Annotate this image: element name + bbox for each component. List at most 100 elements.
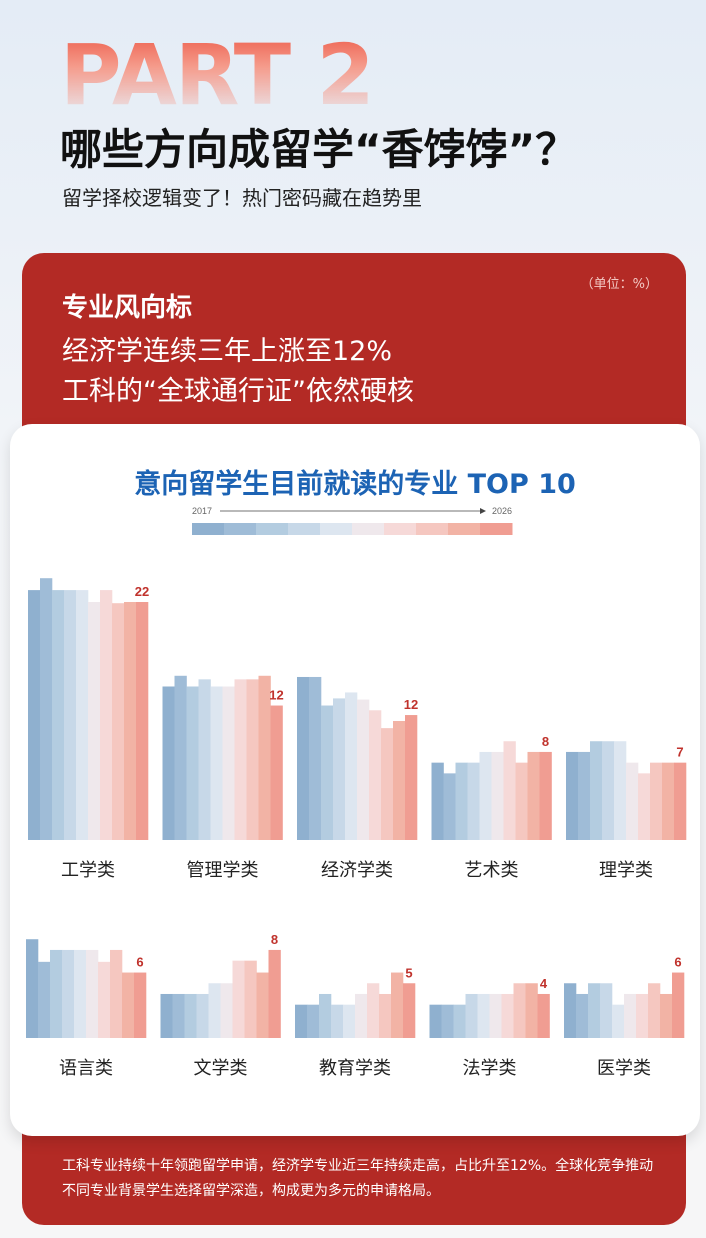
major-8-bar-2019 — [319, 993, 332, 1038]
major-8-bar-2021 — [343, 1004, 356, 1038]
major-3-bar-2018 — [309, 676, 322, 840]
major-9-bar-2024 — [513, 983, 526, 1038]
legend-swatch-2025 — [448, 523, 481, 535]
major-3-bar-2017 — [297, 676, 310, 840]
major-4-bar-2023 — [503, 741, 516, 840]
major-6-bar-2018 — [38, 961, 51, 1038]
major-1-bar-2018 — [40, 578, 53, 840]
major-4-bar-2024 — [515, 762, 528, 840]
major-8-bar-2022 — [355, 993, 368, 1038]
major-5-bar-2020 — [602, 741, 615, 840]
legend-start-label: 2017 — [192, 506, 212, 516]
major-7-category-label: 文学类 — [194, 1058, 248, 1079]
major-10-bar-2019 — [588, 983, 601, 1038]
major-5-bar-2017 — [566, 751, 579, 840]
legend-swatch-2022 — [352, 523, 385, 535]
major-6-bar-2021 — [74, 949, 87, 1038]
major-10-value-label: 6 — [674, 955, 681, 970]
major-4-bar-2020 — [467, 762, 480, 840]
major-7-value-label: 8 — [271, 932, 278, 947]
major-7-bar-2019 — [184, 993, 197, 1038]
major-3-value-label: 12 — [404, 697, 418, 712]
major-6-bar-2022 — [86, 949, 99, 1038]
major-2-bar-2026 — [270, 705, 283, 840]
major-9-bar-2023 — [501, 993, 514, 1038]
major-9-bar-2022 — [489, 993, 502, 1038]
major-7-bar-2017 — [160, 993, 173, 1038]
major-7-bar-2024 — [244, 960, 257, 1038]
major-bar-chart: 2017 2026 22 工学类 12 管理学类 12 经济学类 8 艺术类 7 理学类 6 语言类 8 文学… — [26, 506, 687, 1079]
major-10-bar-2022 — [624, 993, 637, 1038]
major-3-bar-2019 — [321, 705, 334, 840]
major-4-bar-2026 — [539, 751, 552, 840]
major-5-category-label: 理学类 — [599, 860, 653, 881]
footnote: 工科专业持续十年领跑留学申请，经济学专业近三年持续走高，占比升至12%。全球化竞… — [62, 1158, 654, 1199]
major-7-bar-2022 — [220, 983, 233, 1038]
major-3-bar-2024 — [381, 728, 394, 840]
major-3-bar-2020 — [333, 698, 346, 840]
major-5-value-label: 7 — [676, 745, 683, 760]
legend-arrow-head — [480, 508, 486, 514]
major-6-category-label: 语言类 — [59, 1058, 113, 1079]
legend-swatch-2021 — [320, 523, 353, 535]
card-line-engineering: 工科的“全球通行证”依然硬核 — [62, 376, 414, 407]
major-1-bar-2025 — [124, 602, 137, 840]
major-10-bar-2024 — [648, 983, 661, 1038]
major-8-bar-2026 — [403, 983, 416, 1038]
legend-end-label: 2026 — [492, 506, 512, 516]
unit-label: （单位：%） — [580, 277, 658, 292]
major-8-bar-2020 — [331, 1004, 344, 1038]
major-5-bar-2026 — [674, 762, 687, 840]
major-6-bar-2020 — [62, 949, 75, 1038]
major-7-bar-2020 — [196, 993, 209, 1038]
major-2-bar-2017 — [162, 686, 175, 840]
major-3-bar-2022 — [357, 699, 370, 840]
major-9-bar-2020 — [465, 993, 478, 1038]
legend-swatch-2017 — [192, 523, 225, 535]
major-4-bar-2021 — [479, 751, 492, 840]
major-9-bar-2019 — [453, 1004, 466, 1038]
major-8-value-label: 5 — [405, 965, 412, 980]
major-4-bar-2019 — [455, 762, 468, 840]
chart-panel: 意向留学生目前就读的专业 TOP 10 2017 2026 22 工学类 12 管理学类 1… — [10, 424, 700, 1136]
major-8-bar-2025 — [391, 972, 404, 1038]
part-title: PART 2 — [60, 26, 375, 124]
major-9-category-label: 法学类 — [463, 1058, 517, 1079]
major-5-bar-2021 — [614, 741, 627, 840]
major-2-bar-2022 — [222, 686, 235, 840]
major-2-bar-2023 — [234, 679, 247, 840]
major-5-bar-2018 — [578, 751, 591, 840]
legend-swatch-2026 — [480, 523, 513, 535]
major-5-bar-2024 — [650, 762, 663, 840]
major-2-category-label: 管理学类 — [187, 860, 259, 881]
major-7-bar-2026 — [268, 949, 281, 1038]
card-title: 专业风向标 — [62, 293, 193, 323]
headline: 哪些方向成留学“香饽饽”？ — [60, 125, 578, 174]
major-3-bar-2026 — [405, 715, 418, 840]
major-7-bar-2025 — [256, 972, 269, 1038]
major-4-bar-2017 — [431, 762, 444, 840]
major-8-bar-2024 — [379, 993, 392, 1038]
card-line-economics: 经济学连续三年上涨至12% — [62, 336, 393, 367]
legend-swatch-2018 — [224, 523, 257, 535]
major-1-category-label: 工学类 — [61, 860, 115, 881]
major-5-bar-2019 — [590, 741, 603, 840]
major-6-bar-2019 — [50, 949, 63, 1038]
major-2-bar-2025 — [258, 675, 271, 840]
major-2-bar-2024 — [246, 679, 259, 840]
major-8-bar-2023 — [367, 983, 380, 1038]
major-10-category-label: 医学类 — [597, 1058, 651, 1079]
major-7-bar-2021 — [208, 983, 221, 1038]
major-10-bar-2026 — [672, 972, 685, 1038]
major-5-bar-2023 — [638, 773, 651, 840]
major-10-bar-2023 — [636, 993, 649, 1038]
major-2-bar-2020 — [198, 679, 211, 840]
major-9-bar-2026 — [537, 993, 550, 1038]
major-8-bar-2017 — [295, 1004, 308, 1038]
major-8-bar-2018 — [307, 1004, 320, 1038]
legend-swatch-2019 — [256, 523, 289, 535]
major-9-bar-2018 — [441, 1004, 454, 1038]
subtitle: 留学择校逻辑变了！热门密码藏在趋势里 — [62, 186, 422, 210]
major-6-bar-2026 — [134, 972, 147, 1038]
major-8-category-label: 教育学类 — [319, 1058, 391, 1079]
